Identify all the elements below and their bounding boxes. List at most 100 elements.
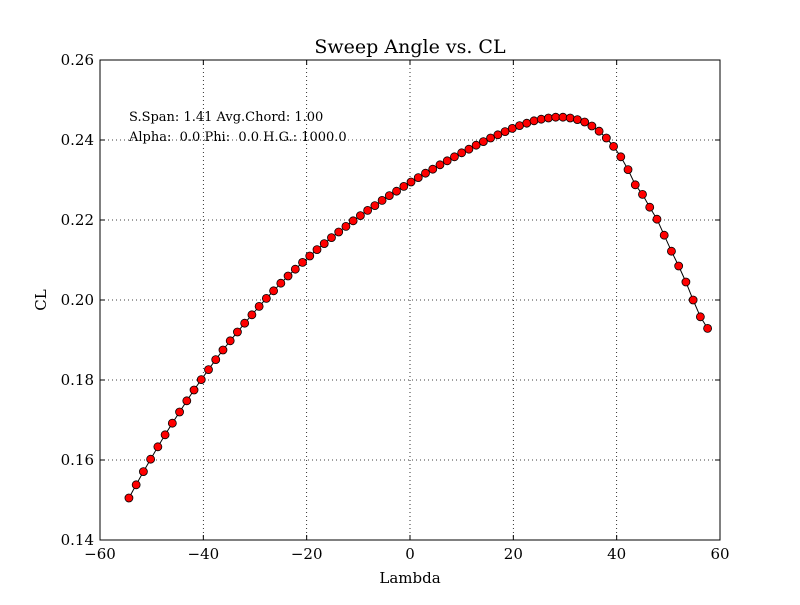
data-point — [442, 156, 452, 166]
data-point — [688, 295, 698, 305]
data-point — [290, 264, 300, 274]
data-point — [551, 112, 561, 122]
data-point — [536, 114, 546, 124]
data-point — [196, 375, 206, 385]
data-point — [399, 181, 409, 191]
data-point — [478, 137, 488, 147]
data-point — [667, 246, 676, 256]
data-point — [153, 442, 163, 452]
data-point — [363, 205, 373, 215]
data-point — [406, 177, 416, 187]
data-point — [435, 160, 445, 170]
data-point — [124, 493, 134, 503]
data-point — [305, 251, 315, 261]
data-point — [544, 113, 553, 123]
data-point — [182, 396, 192, 406]
data-point — [413, 173, 423, 183]
x-tick-label: 40 — [607, 545, 626, 563]
data-point — [211, 355, 221, 365]
annotation-line-2: Alpha: 0.0 Phi: 0.0 H.G.: 1000.0 — [128, 130, 347, 145]
data-point — [131, 480, 141, 490]
data-point — [225, 336, 235, 346]
data-point — [457, 148, 467, 158]
data-point — [218, 345, 228, 355]
data-point — [565, 113, 575, 123]
data-point — [240, 318, 250, 328]
data-point — [674, 261, 684, 271]
data-point — [319, 239, 329, 249]
data-point — [276, 278, 286, 288]
x-tick-label: 20 — [504, 545, 523, 563]
data-point — [616, 152, 626, 162]
data-point — [609, 141, 618, 151]
x-tick-label: −60 — [84, 545, 116, 563]
data-point — [486, 133, 496, 143]
data-point — [247, 310, 257, 320]
x-tick-label: −20 — [291, 545, 323, 563]
data-point — [298, 257, 307, 267]
y-tick-label: 0.22 — [61, 211, 94, 229]
data-point — [377, 195, 387, 205]
data-point — [189, 385, 199, 395]
data-point — [421, 168, 430, 178]
data-point — [500, 127, 510, 137]
data-point — [507, 123, 517, 133]
data-point — [146, 454, 156, 464]
data-point — [233, 327, 242, 337]
data-point — [384, 191, 394, 201]
data-point — [515, 121, 524, 130]
data-point — [312, 245, 322, 255]
data-point — [160, 430, 170, 440]
data-point — [493, 130, 503, 140]
data-point — [681, 277, 691, 287]
y-tick-label: 0.18 — [61, 371, 94, 389]
data-point — [522, 118, 532, 128]
data-point — [587, 121, 597, 131]
data-point — [638, 189, 647, 199]
data-point — [269, 286, 279, 296]
data-point — [601, 133, 611, 143]
series-group — [124, 112, 712, 503]
tick-labels: −60 −40 −20 0 20 40 60 0.14 0.16 0.18 0.20 0.22 0.24… — [61, 51, 730, 563]
data-point — [327, 233, 336, 243]
data-point — [573, 115, 582, 124]
y-axis-label: CL — [32, 289, 50, 310]
data-point — [355, 211, 365, 221]
data-point — [630, 180, 640, 190]
x-axis-label: Lambda — [379, 569, 440, 587]
data-point — [645, 202, 655, 212]
data-point — [529, 116, 539, 126]
data-point — [392, 186, 401, 196]
data-point — [254, 301, 264, 311]
annotation-line-1: S.Span: 1.41 Avg.Chord: 1.00 — [129, 110, 323, 125]
data-point — [370, 201, 380, 211]
tick-marks — [99, 59, 721, 541]
y-tick-label: 0.20 — [61, 291, 94, 309]
data-point — [138, 467, 148, 477]
y-tick-label: 0.26 — [61, 51, 94, 69]
data-point — [334, 227, 344, 237]
data-point — [283, 271, 293, 281]
data-point — [348, 216, 358, 226]
data-point — [580, 117, 590, 127]
x-tick-label: −40 — [188, 545, 220, 563]
data-point — [594, 126, 604, 136]
data-point — [659, 230, 669, 240]
data-point — [558, 112, 568, 122]
y-tick-label: 0.24 — [61, 131, 94, 149]
data-point — [428, 164, 438, 174]
data-point — [652, 214, 662, 224]
data-point — [471, 140, 481, 150]
chart-title: Sweep Angle vs. CL — [314, 36, 506, 58]
data-point — [703, 323, 712, 333]
data-point — [341, 221, 351, 231]
data-point — [175, 407, 184, 417]
data-point — [450, 152, 459, 162]
data-point — [623, 165, 633, 175]
data-point — [204, 365, 213, 375]
data-point — [464, 144, 474, 154]
grid-lines — [100, 60, 720, 540]
y-tick-label: 0.16 — [61, 451, 94, 469]
